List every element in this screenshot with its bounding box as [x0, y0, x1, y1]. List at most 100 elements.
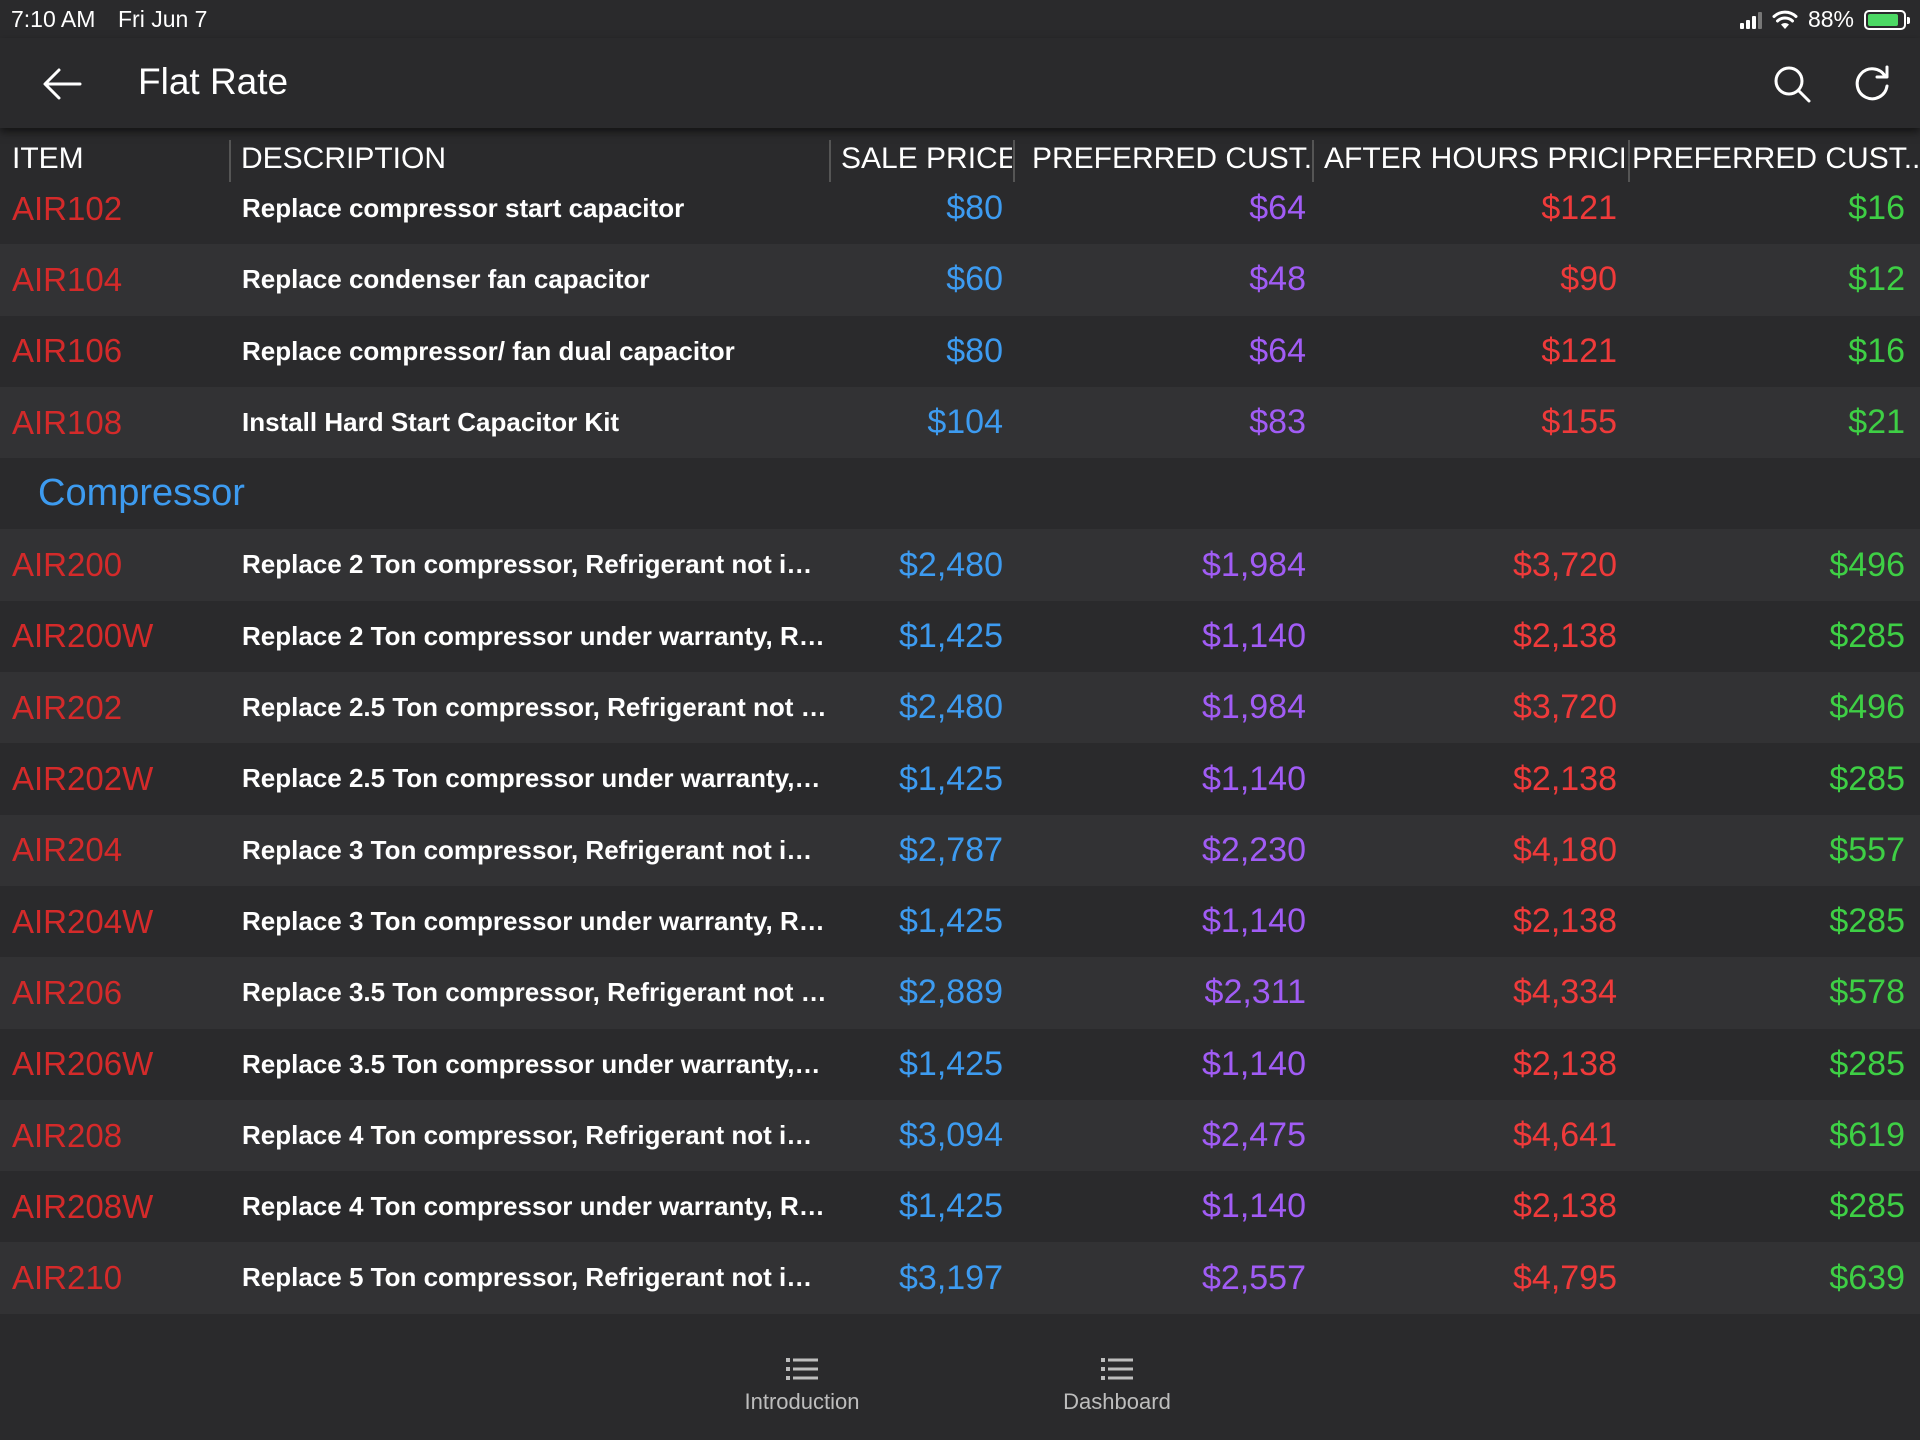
table-row[interactable]: AIR202 Replace 2.5 Ton compressor, Refrig… [0, 672, 1920, 744]
table-row[interactable]: AIR108 Install Hard Start Capacitor Kit … [0, 386, 1920, 459]
cellular-signal-icon [1739, 11, 1762, 29]
compressor-rows: AIR200 Replace 2 Ton compressor, Refriger… [0, 529, 1920, 1314]
preferred-price: $2,311 [1204, 973, 1306, 1012]
item-code: AIR206 [12, 973, 123, 1011]
preferred-after-hours-price: $16 [1848, 190, 1905, 228]
after-hours-price: $4,334 [1513, 973, 1617, 1012]
table-scroll-content: AIR102 Replace compressor start capacito… [0, 190, 1920, 1314]
item-description: Replace 3.5 Ton compressor under warrant… [242, 1048, 827, 1079]
table-row[interactable]: AIR200W Replace 2 Ton compressor under wa… [0, 600, 1920, 673]
app-bar: Flat Rate [0, 38, 1920, 128]
preferred-after-hours-price: $496 [1829, 688, 1905, 727]
item-description: Replace 2 Ton compressor under warranty,… [242, 620, 827, 651]
after-hours-price: $90 [1560, 260, 1617, 299]
search-button[interactable] [1764, 56, 1820, 112]
tab-dashboard[interactable]: Dashboard [1007, 1357, 1227, 1415]
column-divider [1013, 140, 1015, 182]
back-button[interactable] [34, 56, 90, 112]
table-row[interactable]: AIR202W Replace 2.5 Ton compressor under … [0, 743, 1920, 815]
sale-price: $80 [946, 331, 1003, 370]
table-row[interactable]: AIR210 Replace 5 Ton compressor, Refriger… [0, 1242, 1920, 1314]
item-code: AIR106 [12, 332, 123, 370]
sale-price: $2,480 [899, 545, 1003, 584]
preferred-price: $2,557 [1202, 1258, 1306, 1297]
item-code: AIR208 [12, 1116, 123, 1154]
preferred-after-hours-price: $12 [1848, 260, 1905, 299]
column-header-preferred-customer-after-hours[interactable]: PREFERRED CUST... [1632, 142, 1918, 175]
status-bar: 7:10 AM Fri Jun 7 88% [0, 0, 1920, 38]
table-row[interactable]: AIR206 Replace 3.5 Ton compressor, Refrig… [0, 957, 1920, 1029]
section-header-compressor: Compressor [0, 458, 1920, 530]
column-divider [1628, 140, 1630, 182]
after-hours-price: $4,795 [1513, 1258, 1617, 1297]
preferred-after-hours-price: $285 [1829, 1187, 1905, 1226]
item-code: AIR200 [12, 546, 123, 584]
preferred-price: $1,140 [1202, 1044, 1306, 1083]
sale-price: $1,425 [899, 1187, 1003, 1226]
item-description: Replace compressor/ fan dual capacitor [242, 335, 735, 366]
battery-fill [1868, 13, 1898, 26]
preferred-after-hours-price: $285 [1829, 616, 1905, 655]
table-row[interactable]: AIR206W Replace 3.5 Ton compressor under … [0, 1028, 1920, 1100]
preferred-after-hours-price: $496 [1829, 545, 1905, 584]
arrow-left-icon [43, 68, 82, 100]
sale-price: $3,094 [899, 1116, 1003, 1154]
item-description: Replace 3 Ton compressor under warranty,… [242, 905, 827, 936]
bottom-tab-bar: Introduction Dashboard [0, 1315, 1920, 1440]
item-code: AIR202 [12, 688, 123, 726]
column-header-sale-price[interactable]: SALE PRICE [841, 142, 1012, 175]
column-header-description[interactable]: DESCRIPTION [241, 142, 447, 175]
search-icon [1774, 66, 1811, 103]
column-divider [229, 140, 231, 182]
preferred-price: $2,475 [1202, 1116, 1306, 1154]
battery-percent: 88% [1807, 6, 1854, 32]
column-header-item[interactable]: ITEM [12, 142, 84, 175]
sale-price: $1,425 [899, 616, 1003, 655]
sale-price: $2,787 [899, 830, 1003, 869]
preferred-price: $83 [1249, 403, 1306, 442]
table-row[interactable]: AIR204W Replace 3 Ton compressor under wa… [0, 885, 1920, 958]
item-code: AIR204 [12, 831, 123, 869]
tab-label: Dashboard [1063, 1389, 1171, 1414]
table-row[interactable]: AIR102 Replace compressor start capacito… [0, 190, 1920, 245]
after-hours-price: $4,180 [1513, 830, 1617, 869]
preferred-price: $1,140 [1202, 1187, 1306, 1226]
item-description: Replace compressor start capacitor [242, 193, 685, 223]
sale-price: $2,480 [899, 688, 1003, 727]
item-code: AIR206W [12, 1045, 154, 1083]
refresh-button[interactable] [1844, 56, 1900, 112]
sale-price: $1,425 [899, 902, 1003, 941]
preferred-after-hours-price: $285 [1829, 1044, 1905, 1083]
preferred-after-hours-price: $285 [1829, 902, 1905, 941]
column-header-after-hours-price[interactable]: AFTER HOURS PRICE [1324, 142, 1624, 175]
list-icon [1101, 1358, 1133, 1380]
after-hours-price: $2,138 [1513, 902, 1617, 941]
table-row[interactable]: AIR208 Replace 4 Ton compressor, Refriger… [0, 1099, 1920, 1172]
item-description: Replace 2.5 Ton compressor, Refrigerant … [242, 692, 827, 723]
after-hours-price: $2,138 [1513, 616, 1617, 655]
table-row[interactable]: AIR204 Replace 3 Ton compressor, Refriger… [0, 814, 1920, 886]
table-row[interactable]: AIR106 Replace compressor/ fan dual capa… [0, 315, 1920, 387]
status-indicators: 88% [1739, 6, 1910, 33]
preferred-price: $48 [1249, 260, 1306, 299]
item-code: AIR104 [12, 260, 123, 298]
item-description: Replace 5 Ton compressor, Refrigerant no… [242, 1262, 827, 1293]
wifi-icon [1772, 10, 1798, 29]
preferred-price: $1,140 [1202, 902, 1306, 941]
sale-price: $3,197 [899, 1258, 1003, 1297]
column-divider [1312, 140, 1314, 182]
table-row[interactable]: AIR104 Replace condenser fan capacitor $… [0, 244, 1920, 316]
preferred-after-hours-price: $578 [1829, 973, 1905, 1012]
preferred-price: $2,230 [1202, 830, 1306, 869]
table-row[interactable]: AIR208W Replace 4 Ton compressor under wa… [0, 1171, 1920, 1243]
column-header-preferred-customer[interactable]: PREFERRED CUST... [1032, 142, 1310, 175]
preferred-after-hours-price: $16 [1848, 331, 1905, 370]
column-divider [829, 140, 831, 182]
item-description: Replace condenser fan capacitor [242, 264, 650, 295]
sale-price: $104 [927, 403, 1003, 442]
tab-introduction[interactable]: Introduction [692, 1357, 912, 1415]
item-code: AIR208W [12, 1187, 154, 1225]
table-row[interactable]: AIR200 Replace 2 Ton compressor, Refriger… [0, 529, 1920, 601]
price-table[interactable]: AIR102 Replace compressor start capacito… [0, 190, 1920, 1315]
list-icon [786, 1358, 818, 1380]
